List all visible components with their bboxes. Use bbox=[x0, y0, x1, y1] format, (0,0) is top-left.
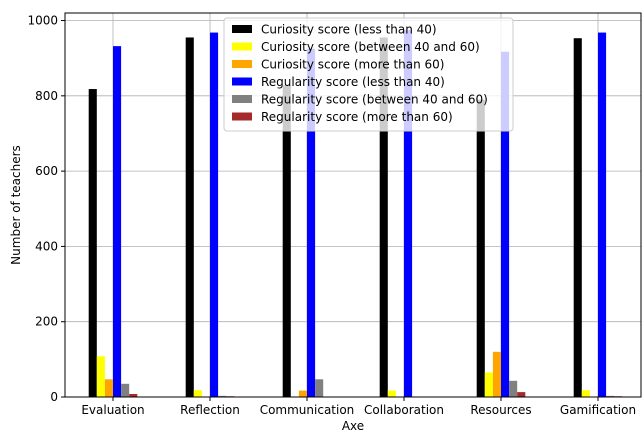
bar bbox=[193, 390, 202, 397]
bar bbox=[88, 89, 97, 397]
legend: Curiosity score (less than 40) Curiosity … bbox=[223, 17, 514, 132]
bar bbox=[113, 46, 122, 397]
legend-swatch bbox=[232, 60, 252, 68]
x-axis-title: Axe bbox=[342, 419, 364, 431]
bar bbox=[476, 99, 485, 398]
y-tick-label: 0 bbox=[50, 390, 58, 404]
legend-entry: Regularity score (less than 40) bbox=[261, 75, 445, 89]
bar bbox=[210, 32, 219, 397]
legend-swatch bbox=[232, 95, 252, 103]
bar bbox=[501, 51, 510, 398]
bar bbox=[315, 379, 324, 397]
bar bbox=[387, 390, 396, 397]
bar bbox=[573, 38, 582, 397]
bar bbox=[484, 372, 493, 397]
bar bbox=[517, 392, 526, 397]
bar bbox=[404, 29, 413, 398]
bar bbox=[492, 351, 501, 397]
legend-entry: Curiosity score (less than 40) bbox=[261, 23, 437, 37]
legend-entry: Curiosity score (between 40 and 60) bbox=[261, 40, 480, 54]
x-tick-label: Reflection bbox=[180, 403, 240, 417]
bar bbox=[606, 395, 615, 397]
legend-entry: Regularity score (between 40 and 60) bbox=[261, 93, 488, 107]
plot-area-frame bbox=[64, 12, 642, 398]
x-tick-label: Communication bbox=[260, 403, 355, 417]
x-tick-label: Collaboration bbox=[364, 403, 444, 417]
y-axis-title: Number of teachers bbox=[9, 145, 23, 265]
legend-entry: Regularity score (more than 60) bbox=[261, 110, 453, 124]
legend-swatch bbox=[232, 77, 252, 86]
y-tick-label: 200 bbox=[35, 315, 58, 329]
bar bbox=[379, 37, 388, 398]
bar bbox=[298, 390, 307, 397]
bar bbox=[509, 380, 518, 397]
y-tick-label: 1000 bbox=[27, 14, 58, 28]
x-tick-label: Gamification bbox=[560, 403, 636, 417]
x-tick-label: Resources bbox=[470, 403, 531, 417]
legend-entry: Curiosity score (more than 60) bbox=[261, 58, 444, 72]
y-tick-label: 800 bbox=[35, 89, 58, 103]
bar bbox=[282, 85, 291, 398]
bar bbox=[121, 383, 130, 397]
bar bbox=[307, 48, 316, 397]
legend-swatch bbox=[232, 112, 252, 121]
legend-swatch bbox=[232, 42, 252, 51]
x-tick-label: Evaluation bbox=[81, 403, 144, 417]
legend-swatch bbox=[232, 25, 252, 33]
y-axis: 0 200 400 600 800 1000 bbox=[27, 14, 65, 404]
y-tick-label: 600 bbox=[35, 164, 58, 178]
bars bbox=[88, 29, 623, 398]
bar bbox=[104, 379, 113, 397]
bar bbox=[129, 393, 138, 397]
bar bbox=[218, 395, 227, 397]
bar bbox=[598, 32, 607, 397]
y-tick-label: 400 bbox=[35, 239, 58, 253]
bar bbox=[96, 356, 105, 397]
bar bbox=[581, 390, 590, 397]
x-axis: Evaluation Reflection Communication Collabo… bbox=[81, 397, 636, 417]
legend-box bbox=[223, 17, 514, 132]
bar bbox=[185, 37, 194, 398]
